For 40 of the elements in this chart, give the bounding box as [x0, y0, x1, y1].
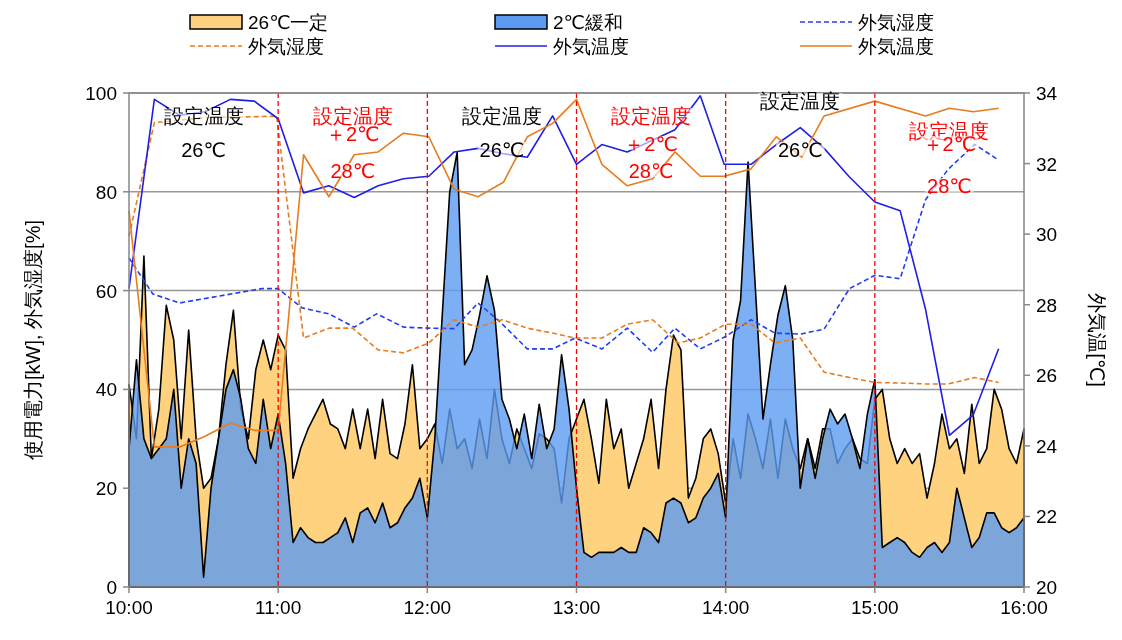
- x-tick-label: 12:00: [403, 597, 452, 618]
- x-tick-label: 11:00: [255, 597, 302, 618]
- annotation: 設定温度: [611, 105, 692, 127]
- y-tick-label: 100: [85, 83, 117, 104]
- y2-axis-title: 外気温[℃]: [1086, 293, 1108, 387]
- annotation: 26℃: [479, 139, 525, 161]
- x-tick-label: 14:00: [701, 597, 750, 618]
- annotation: 設定温度: [461, 105, 542, 127]
- legend-label: 外気温度: [858, 36, 934, 57]
- legend-label: 外気湿度: [858, 12, 934, 33]
- y-tick-label: 20: [95, 478, 117, 500]
- x-tick-label: 13:00: [552, 597, 601, 618]
- legend-label: 2℃緩和: [553, 12, 623, 33]
- x-tick-label: 16:00: [1000, 597, 1048, 618]
- annotation: 28℃: [927, 175, 972, 197]
- y2-tick-label: 34: [1036, 83, 1058, 104]
- y-tick-label: 40: [95, 379, 117, 401]
- annotation: ＋2℃: [624, 133, 678, 155]
- annotation: 28℃: [628, 160, 674, 182]
- legend-label: 外気湿度: [248, 36, 324, 57]
- annotation: 設定温度: [760, 90, 841, 112]
- y2-tick-label: 26: [1036, 365, 1058, 387]
- y2-tick-label: 20: [1036, 577, 1058, 598]
- x-tick-label: 15:00: [851, 597, 899, 618]
- annotation: 28℃: [330, 160, 376, 182]
- y-axis-title: 使用電力[kW], 外気湿度[%]: [22, 220, 44, 460]
- annotation: 26℃: [777, 139, 823, 161]
- legend-label: 外気温度: [553, 36, 629, 57]
- annotation: 26℃: [181, 139, 226, 161]
- y-tick-label: 60: [95, 280, 117, 302]
- annotation: 設定温度: [163, 105, 244, 127]
- y-tick-label: 80: [95, 181, 117, 203]
- y2-tick-label: 32: [1036, 153, 1058, 175]
- y2-tick-label: 24: [1036, 435, 1058, 457]
- y2-tick-label: 30: [1036, 224, 1058, 246]
- y-tick-label: 0: [106, 577, 117, 598]
- y2-tick-label: 28: [1036, 294, 1058, 316]
- x-tick-label: 10:00: [105, 597, 153, 618]
- y2-tick-label: 22: [1036, 506, 1058, 528]
- legend-label: 26℃一定: [248, 12, 329, 33]
